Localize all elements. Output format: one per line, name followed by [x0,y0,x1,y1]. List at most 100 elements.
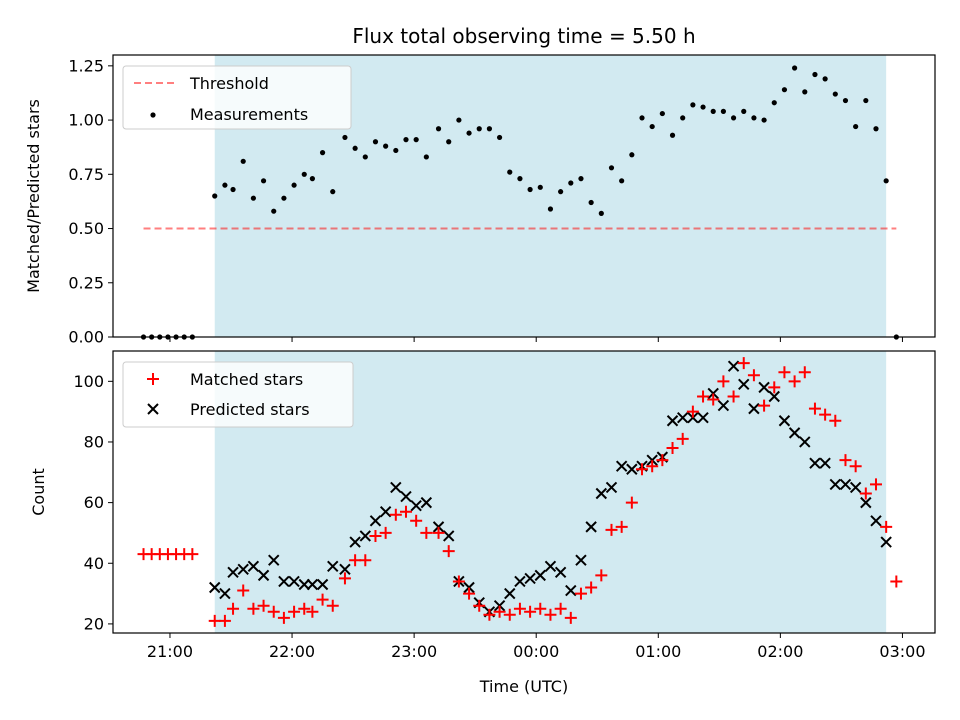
matched-point [257,599,270,612]
matched-point [208,614,221,627]
predicted-point [839,478,852,491]
chart-title: Flux total observing time = 5.50 h [352,24,695,48]
matched-point [432,526,445,539]
predicted-point [615,460,628,472]
ratio-panel: 0.00 0.25 0.50 0.75 1.00 1.25 Matched/Predict… [24,54,936,347]
predicted-point [209,581,221,594]
measurement-point [619,178,625,184]
count-axes-frame [112,350,936,634]
measurement-point [578,176,584,182]
predicted-point [778,415,791,427]
matched-point [442,545,455,558]
predicted-point [687,412,699,424]
predicted-legend-label: Predicted stars [190,400,310,419]
measurement-point [558,189,564,195]
predicted-point [443,530,455,542]
measurement-point [496,134,503,141]
matched-point [410,514,423,527]
predicted-point [306,578,319,591]
matched-point [605,523,618,536]
x-tick-label: 23:00 [391,642,437,661]
measurement-point [486,126,493,132]
y-tick-label: 0.75 [68,165,104,184]
measurement-point [842,97,849,104]
measurement-point [212,193,218,199]
predicted-point [748,402,760,415]
measurement-point [669,132,676,138]
x-tick-label: 02:00 [757,642,803,661]
matched-point [666,442,679,455]
predicted-point [379,506,392,518]
matched-point [463,587,476,600]
measurement-point [423,154,429,160]
predicted-point [504,587,516,600]
measurement-point [588,199,594,206]
measurement-point [222,182,228,188]
matched-point [615,520,628,533]
predicted-point [288,575,300,588]
measurement-point [802,89,808,95]
predicted-point [707,387,719,400]
threshold-legend-label: Threshold [189,74,269,93]
measurement-point [781,87,788,93]
matched-point [656,454,669,467]
measurement-point [517,176,523,182]
matched-point [697,390,710,403]
matched-point [564,611,577,624]
matched-point [379,526,392,539]
predicted-point [544,560,557,572]
predicted-point [666,415,679,427]
predicted-point [268,554,280,566]
measurement-point [608,165,615,171]
measurement-point [352,145,358,151]
predicted-point [697,412,709,424]
measurement-point [476,126,482,132]
predicted-legend-swatch [147,403,159,415]
matched-point [298,602,311,615]
matched-point [890,575,903,588]
predicted-point [870,515,882,527]
predicted-point [717,399,730,412]
predicted-point [565,584,577,597]
measurement-point [466,130,472,136]
measurement-point [690,102,696,108]
matched-point [747,369,760,382]
predicted-point [390,481,402,494]
matched-point [277,611,290,624]
measurements-legend-label: Measurements [190,105,308,124]
count-panel: 20 40 60 80 100 21:00 22:00 23:00 00:00 01:00 02:… [29,350,936,696]
matched-point [880,520,893,533]
measurement-point [720,108,726,114]
predicted-point [768,390,780,403]
matched-point [218,614,231,627]
predicted-point [809,457,821,469]
predicted-point [738,378,750,391]
matched-point [676,432,689,445]
matched-point [778,366,791,379]
measurement-point [853,123,859,130]
matched-point [237,584,250,597]
predicted-point [534,569,546,582]
measurements-legend-swatch [150,112,156,118]
predicted-point [359,530,372,542]
predicted-point [575,554,587,566]
measurement-point [822,76,828,82]
measurement-point [456,117,462,123]
matched-point [399,505,412,518]
predicted-point [410,499,422,512]
count-legend: Matched stars Predicted stars [122,361,354,428]
predicted-point [626,463,638,475]
predicted-point [849,481,862,494]
matched-point [267,605,280,618]
predicted-point [493,600,506,612]
ratio-legend: Threshold Measurements [122,65,352,130]
y-tick-label: 100 [73,372,104,391]
predicted-point [676,412,689,424]
predicted-point [339,563,351,576]
measurement-point [771,100,777,106]
measurement-point [568,180,574,186]
y-tick-label: 0.00 [68,328,104,347]
predicted-point [227,566,239,579]
matched-point [686,405,699,418]
matched-point [306,605,319,618]
